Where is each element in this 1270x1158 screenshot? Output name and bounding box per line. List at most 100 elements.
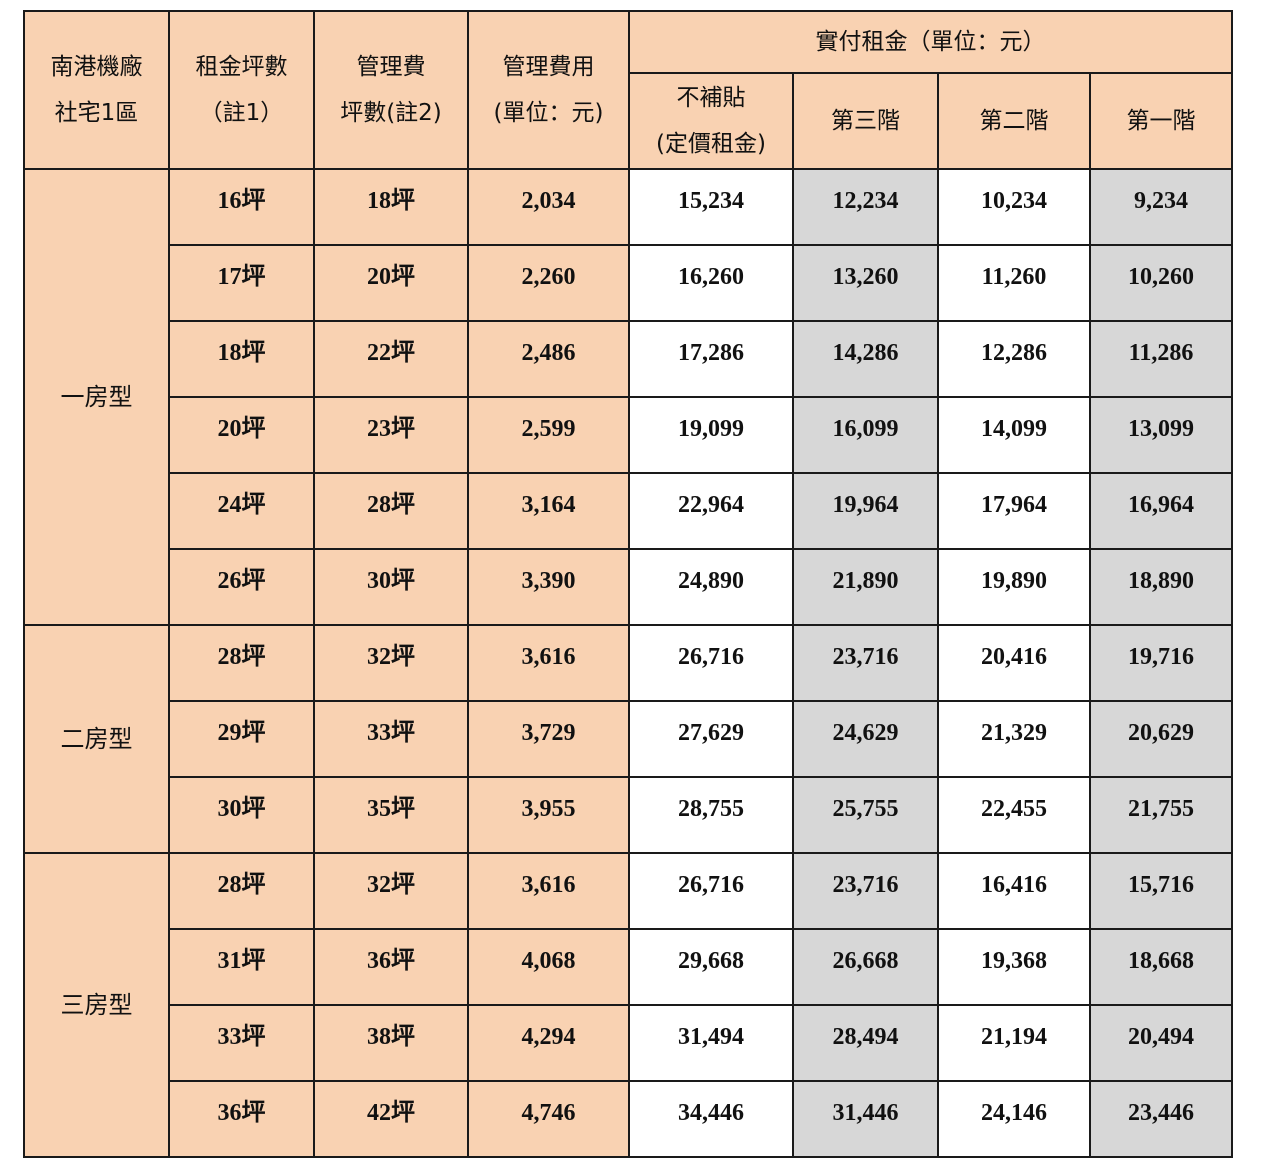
cell-tier2: 24,146 — [937, 1080, 1091, 1158]
cell-tier2: 11,260 — [937, 244, 1091, 322]
cell-unsubsidized: 22,964 — [628, 472, 794, 550]
table-row: 三房型 28坪 32坪 3,616 26,716 23,716 16,416 15,716 — [23, 852, 1233, 1158]
cell-rent-area: 33坪 — [168, 1004, 315, 1082]
table-row: 36坪 42坪 4,746 34,446 31,446 24,146 23,446 — [24, 1080, 1233, 1158]
cell-rent-area: 36坪 — [168, 1080, 315, 1158]
cell-tier1: 15,716 — [1089, 852, 1233, 930]
cell-tier2: 19,890 — [937, 548, 1091, 626]
header-mgmt-fee: 管理費用 (單位：元) — [467, 10, 630, 170]
cell-tier1: 21,755 — [1089, 776, 1233, 854]
cell-tier3: 31,446 — [792, 1080, 939, 1158]
table-row: 20坪 23坪 2,599 19,099 16,099 14,099 13,099 — [24, 396, 1233, 474]
table-row: 29坪 33坪 3,729 27,629 24,629 21,329 20,629 — [24, 700, 1233, 778]
cell-tier1: 18,890 — [1089, 548, 1233, 626]
cell-mgmt-fee: 3,616 — [467, 852, 630, 930]
cell-mgmt-fee: 3,955 — [467, 776, 630, 854]
cell-mgmt-fee: 3,390 — [467, 548, 630, 626]
cell-room-type: 二房型 — [23, 624, 170, 854]
table-row: 26坪 30坪 3,390 24,890 21,890 19,890 18,890 — [24, 548, 1233, 626]
cell-room-type: 三房型 — [23, 852, 170, 1158]
cell-tier1: 20,629 — [1089, 700, 1233, 778]
cell-unsubsidized: 34,446 — [628, 1080, 794, 1158]
cell-mgmt-area: 18坪 — [313, 168, 469, 246]
cell-rent-area: 18坪 — [168, 320, 315, 398]
cell-rent-area: 28坪 — [168, 624, 315, 702]
header-tier2: 第二階 — [937, 72, 1091, 170]
cell-unsubsidized: 26,716 — [628, 852, 794, 930]
header-mgmt-fee-line1: 管理費用 — [502, 54, 595, 80]
header-rent-area-line2: （註1） — [199, 100, 284, 126]
header-mgmt-area-line2: 坪數(註2) — [340, 100, 442, 126]
cell-unsubsidized: 17,286 — [628, 320, 794, 398]
cell-tier2: 16,416 — [937, 852, 1091, 930]
cell-mgmt-area: 23坪 — [313, 396, 469, 474]
cell-tier1: 16,964 — [1089, 472, 1233, 550]
cell-mgmt-fee: 4,068 — [467, 928, 630, 1006]
cell-mgmt-area: 20坪 — [313, 244, 469, 322]
table-row: 18坪 22坪 2,486 17,286 14,286 12,286 11,286 — [24, 320, 1233, 398]
header-site-line1: 南港機廠 — [50, 54, 143, 80]
table-row: 17坪 20坪 2,260 16,260 13,260 11,260 10,260 — [24, 244, 1233, 322]
cell-tier3: 23,716 — [792, 852, 939, 930]
cell-tier2: 22,455 — [937, 776, 1091, 854]
cell-mgmt-fee: 2,260 — [467, 244, 630, 322]
cell-mgmt-area: 38坪 — [313, 1004, 469, 1082]
cell-tier3: 28,494 — [792, 1004, 939, 1082]
header-actual-rent-group: 實付租金（單位：元） — [628, 10, 1233, 74]
cell-mgmt-area: 30坪 — [313, 548, 469, 626]
header-unsubsidized-line2: (定價租金) — [656, 131, 766, 157]
cell-mgmt-fee: 2,034 — [467, 168, 630, 246]
cell-rent-area: 26坪 — [168, 548, 315, 626]
cell-tier2: 12,286 — [937, 320, 1091, 398]
cell-tier2: 17,964 — [937, 472, 1091, 550]
table-row: 24坪 28坪 3,164 22,964 19,964 17,964 16,964 — [24, 472, 1233, 550]
table-row: 30坪 35坪 3,955 28,755 25,755 22,455 21,755 — [24, 776, 1233, 854]
cell-mgmt-fee: 3,616 — [467, 624, 630, 702]
cell-tier3: 14,286 — [792, 320, 939, 398]
cell-unsubsidized: 26,716 — [628, 624, 794, 702]
header-unsubsidized: 不補貼 (定價租金) — [628, 72, 794, 170]
header-unsubsidized-line1: 不補貼 — [676, 85, 746, 111]
cell-mgmt-area: 28坪 — [313, 472, 469, 550]
cell-mgmt-fee: 3,164 — [467, 472, 630, 550]
cell-mgmt-area: 36坪 — [313, 928, 469, 1006]
cell-tier2: 19,368 — [937, 928, 1091, 1006]
cell-tier3: 21,890 — [792, 548, 939, 626]
cell-rent-area: 28坪 — [168, 852, 315, 930]
header-mgmt-area: 管理費 坪數(註2) — [313, 10, 469, 170]
header-mgmt-area-line1: 管理費 — [356, 54, 426, 80]
cell-mgmt-fee: 2,599 — [467, 396, 630, 474]
cell-mgmt-fee: 4,746 — [467, 1080, 630, 1158]
cell-mgmt-area: 33坪 — [313, 700, 469, 778]
cell-unsubsidized: 31,494 — [628, 1004, 794, 1082]
header-tier3: 第三階 — [792, 72, 939, 170]
cell-mgmt-area: 22坪 — [313, 320, 469, 398]
header-rent-area: 租金坪數 （註1） — [168, 10, 315, 170]
cell-tier1: 13,099 — [1089, 396, 1233, 474]
cell-tier3: 16,099 — [792, 396, 939, 474]
cell-unsubsidized: 19,099 — [628, 396, 794, 474]
cell-room-type: 一房型 — [23, 168, 170, 626]
cell-unsubsidized: 15,234 — [628, 168, 794, 246]
cell-tier3: 23,716 — [792, 624, 939, 702]
header-rent-area-line1: 租金坪數 — [195, 54, 288, 80]
cell-rent-area: 31坪 — [168, 928, 315, 1006]
cell-tier2: 21,329 — [937, 700, 1091, 778]
cell-tier1: 10,260 — [1089, 244, 1233, 322]
cell-tier1: 23,446 — [1089, 1080, 1233, 1158]
cell-tier2: 20,416 — [937, 624, 1091, 702]
cell-tier1: 9,234 — [1089, 168, 1233, 246]
cell-tier1: 11,286 — [1089, 320, 1233, 398]
cell-tier3: 12,234 — [792, 168, 939, 246]
cell-tier3: 19,964 — [792, 472, 939, 550]
header-site-line2: 社宅1區 — [54, 100, 139, 126]
cell-tier3: 13,260 — [792, 244, 939, 322]
table-row: 二房型 28坪 32坪 3,616 26,716 23,716 20,416 19,716 — [23, 624, 1233, 854]
cell-rent-area: 24坪 — [168, 472, 315, 550]
cell-mgmt-area: 32坪 — [313, 852, 469, 930]
cell-tier1: 20,494 — [1089, 1004, 1233, 1082]
cell-rent-area: 20坪 — [168, 396, 315, 474]
cell-mgmt-fee: 3,729 — [467, 700, 630, 778]
cell-rent-area: 29坪 — [168, 700, 315, 778]
cell-mgmt-fee: 4,294 — [467, 1004, 630, 1082]
